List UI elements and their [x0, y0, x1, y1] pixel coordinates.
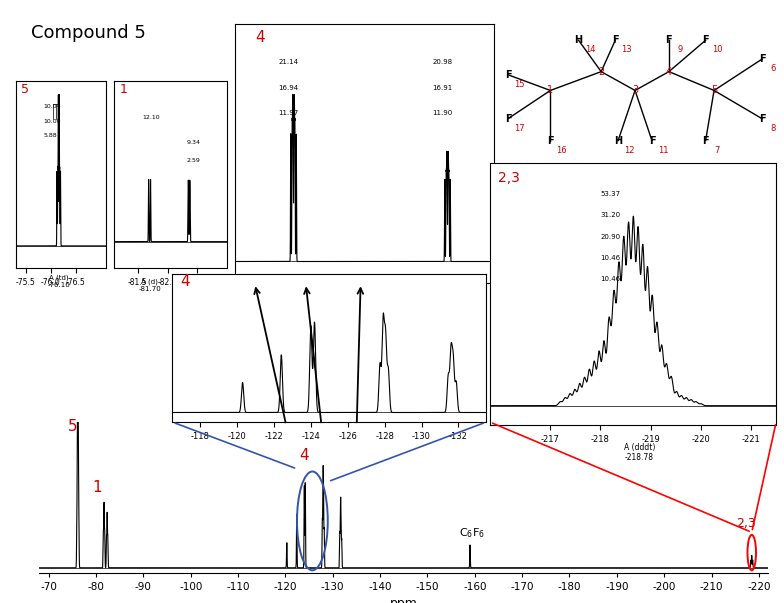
Text: 10.04: 10.04	[43, 104, 61, 109]
Text: A (dddt)
-218.78: A (dddt) -218.78	[624, 443, 655, 462]
Text: 2: 2	[598, 67, 604, 77]
Text: 1: 1	[547, 86, 554, 95]
Text: F: F	[648, 136, 655, 145]
Text: 5: 5	[67, 419, 77, 434]
Text: F: F	[612, 36, 619, 45]
Text: 12.10: 12.10	[143, 115, 160, 120]
Text: A (td)
-76.16: A (td) -76.16	[47, 274, 70, 288]
Text: 11.90: 11.90	[432, 110, 452, 116]
Text: 10.46: 10.46	[601, 276, 621, 282]
Text: 4: 4	[666, 67, 672, 77]
Text: 16: 16	[557, 145, 567, 154]
Text: 7: 7	[714, 145, 720, 154]
Text: 6: 6	[771, 64, 776, 73]
Text: 5: 5	[711, 86, 717, 95]
Text: F: F	[505, 70, 511, 80]
Text: 11.97: 11.97	[278, 110, 299, 116]
Text: 16.94: 16.94	[278, 85, 299, 91]
Text: F: F	[547, 136, 554, 145]
Text: 9: 9	[677, 45, 683, 54]
Text: 10: 10	[712, 45, 722, 54]
Text: H: H	[614, 136, 622, 145]
Text: 2,3: 2,3	[498, 171, 520, 185]
Text: F: F	[666, 36, 672, 45]
Text: 5.88: 5.88	[43, 133, 57, 139]
Text: H: H	[575, 36, 583, 45]
Text: F: F	[759, 114, 765, 124]
Text: F: F	[702, 136, 709, 145]
X-axis label: ppm: ppm	[390, 598, 418, 603]
Text: 8: 8	[771, 124, 776, 133]
Text: B (ddd)
-131.67: B (ddd) -131.67	[433, 308, 462, 327]
Text: 11: 11	[658, 145, 669, 154]
Text: 14: 14	[585, 45, 595, 54]
Text: 4: 4	[180, 274, 190, 289]
Text: 10.46: 10.46	[601, 255, 621, 261]
Text: 20.98: 20.98	[432, 59, 452, 65]
Text: 2,3: 2,3	[735, 517, 756, 530]
Text: 15: 15	[514, 80, 524, 89]
Text: C$_6$F$_6$: C$_6$F$_6$	[459, 526, 485, 540]
Text: 20.90: 20.90	[601, 233, 621, 239]
Text: F: F	[759, 54, 765, 64]
Text: 53.37: 53.37	[601, 191, 621, 197]
Text: 10.00: 10.00	[43, 119, 60, 124]
Text: 3: 3	[632, 86, 638, 95]
Text: 4: 4	[299, 448, 309, 463]
Text: A (ddd)
-127.92: A (ddd) -127.92	[279, 308, 308, 327]
Text: 13: 13	[621, 45, 632, 54]
Text: 4: 4	[256, 30, 265, 45]
Text: 16.91: 16.91	[432, 85, 452, 91]
Text: Compound 5: Compound 5	[31, 24, 147, 42]
Text: F: F	[702, 36, 709, 45]
Text: 1: 1	[120, 83, 128, 96]
Text: 9.34: 9.34	[187, 140, 201, 145]
Text: 31.20: 31.20	[601, 212, 621, 218]
Text: F: F	[505, 114, 511, 124]
Text: 1: 1	[93, 480, 102, 495]
Text: 21.14: 21.14	[278, 59, 299, 65]
Text: A (d)
-81.70: A (d) -81.70	[138, 278, 161, 292]
Text: 5: 5	[20, 83, 29, 96]
Text: 12: 12	[624, 145, 634, 154]
Text: B (dd)
-82.36: B (dd) -82.36	[178, 278, 201, 292]
Text: 17: 17	[514, 124, 524, 133]
Text: 2.59: 2.59	[187, 157, 201, 163]
